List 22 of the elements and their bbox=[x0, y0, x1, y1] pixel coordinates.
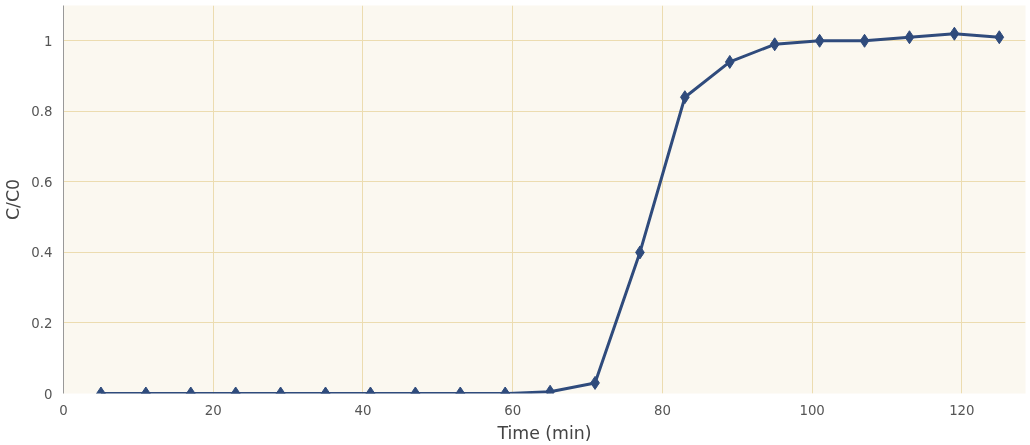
point bbox=[949, 26, 960, 41]
y-tick-label: 0 bbox=[44, 386, 53, 402]
x-axis-title: Time (min) bbox=[496, 422, 592, 443]
x-tick-label: 80 bbox=[653, 402, 671, 418]
point bbox=[994, 30, 1005, 45]
y-axis-title: C/C0 bbox=[3, 178, 24, 221]
y-tick-label: 0.6 bbox=[31, 174, 53, 190]
point bbox=[814, 33, 825, 48]
x-tick-label: 120 bbox=[949, 402, 975, 418]
point bbox=[859, 33, 870, 48]
y-tick-label: 1 bbox=[44, 33, 53, 49]
x-tick-label: 60 bbox=[504, 402, 522, 418]
point bbox=[724, 54, 735, 69]
x-tick-label: 40 bbox=[354, 402, 372, 418]
point bbox=[904, 30, 915, 45]
x-tick-label: 0 bbox=[59, 402, 68, 418]
y-tick-label: 0.4 bbox=[31, 245, 53, 261]
x-tick-label: 20 bbox=[204, 402, 222, 418]
y-tick-label: 0.8 bbox=[31, 104, 53, 120]
x-tick-label: 100 bbox=[799, 402, 825, 418]
y-tick-label: 0.2 bbox=[31, 315, 53, 331]
point bbox=[769, 37, 780, 52]
